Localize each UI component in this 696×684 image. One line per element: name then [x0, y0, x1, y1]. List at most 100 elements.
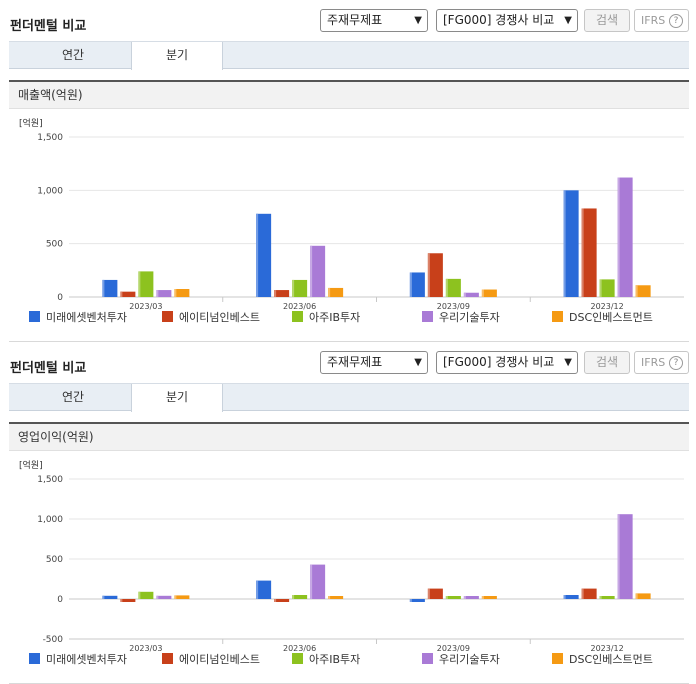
legend-label[interactable]: 에이티넘인베스트 — [179, 311, 260, 324]
help-icon: ? — [669, 356, 683, 370]
chevron-down-icon: ▼ — [414, 15, 422, 26]
legend-swatch — [422, 653, 433, 664]
bar[interactable] — [274, 290, 290, 297]
legend-label[interactable]: DSC인베스트먼트 — [569, 311, 653, 324]
legend-label[interactable]: 아주IB투자 — [309, 653, 360, 666]
x-tick-label: 2023/09 — [437, 302, 470, 311]
bar[interactable] — [310, 564, 326, 599]
bar-highlight — [427, 253, 430, 297]
tab-annual[interactable]: 연간 — [61, 48, 85, 62]
bar[interactable] — [328, 287, 344, 297]
bar[interactable] — [481, 596, 497, 599]
compare-select[interactable]: [FG000] 경쟁사 비교 ▼ — [436, 351, 578, 374]
chevron-down-icon: ▼ — [414, 357, 422, 368]
tab-annual[interactable]: 연간 — [61, 390, 85, 404]
bar[interactable] — [563, 595, 579, 599]
bar[interactable] — [102, 595, 118, 599]
bar-highlight — [138, 271, 141, 297]
y-tick-label: 0 — [57, 595, 63, 605]
tab-quarterly[interactable]: 분기 — [131, 42, 223, 70]
legend-label[interactable]: 미래에셋벤처투자 — [46, 653, 127, 666]
bar[interactable] — [174, 595, 190, 599]
bar-highlight — [481, 596, 484, 599]
period-tabs: 연간 분기 — [9, 41, 689, 70]
bar-highlight — [174, 595, 177, 599]
bar-highlight — [120, 599, 123, 602]
bar-highlight — [102, 595, 105, 599]
legend-swatch — [552, 653, 563, 664]
legend-label[interactable]: 우리기술투자 — [439, 311, 500, 324]
bar[interactable] — [156, 595, 172, 599]
ifrs-button[interactable]: IFRS ? — [634, 351, 689, 374]
x-tick-label: 2023/12 — [591, 302, 624, 311]
y-tick-label: 500 — [46, 555, 63, 565]
bar[interactable] — [256, 580, 272, 599]
bar[interactable] — [292, 279, 308, 297]
y-tick-label: 1,500 — [37, 475, 63, 485]
bar-highlight — [120, 291, 123, 297]
bar-highlight — [256, 580, 259, 599]
legend-swatch — [292, 653, 303, 664]
legend-swatch — [162, 653, 173, 664]
bar-highlight — [409, 272, 412, 297]
bar[interactable] — [481, 289, 497, 297]
legend-label[interactable]: 우리기술투자 — [439, 653, 500, 666]
bar[interactable] — [445, 278, 461, 297]
x-tick-label: 2023/06 — [283, 644, 316, 653]
bar-highlight — [617, 177, 620, 297]
bar[interactable] — [409, 272, 425, 297]
bar[interactable] — [292, 595, 308, 599]
bar-highlight — [563, 595, 566, 599]
statement-select[interactable]: 주재무제표 ▼ — [320, 351, 428, 374]
search-button[interactable]: 검색 — [584, 351, 630, 374]
bar[interactable] — [427, 588, 443, 599]
bar[interactable] — [138, 591, 154, 599]
bar-highlight — [599, 279, 602, 297]
legend-swatch — [162, 311, 173, 322]
bar-highlight — [581, 208, 584, 297]
bar[interactable] — [427, 253, 443, 297]
compare-select[interactable]: [FG000] 경쟁사 비교 ▼ — [436, 9, 578, 32]
bar[interactable] — [328, 596, 344, 599]
legend-label[interactable]: DSC인베스트먼트 — [569, 653, 653, 666]
bar[interactable] — [138, 271, 154, 297]
bar[interactable] — [102, 279, 118, 297]
bar[interactable] — [174, 289, 190, 297]
bar[interactable] — [617, 177, 633, 297]
bar-highlight — [274, 599, 277, 602]
bar[interactable] — [274, 599, 290, 602]
legend-label[interactable]: 에이티넘인베스트 — [179, 653, 260, 666]
chart-title: 영업이익(억원) — [9, 422, 689, 451]
legend-swatch — [552, 311, 563, 322]
bar[interactable] — [445, 596, 461, 599]
bar-highlight — [292, 279, 295, 297]
bar[interactable] — [581, 208, 597, 297]
bar-highlight — [635, 285, 638, 297]
ifrs-button[interactable]: IFRS ? — [634, 9, 689, 32]
search-button[interactable]: 검색 — [584, 9, 630, 32]
bar[interactable] — [120, 599, 136, 602]
bar[interactable] — [599, 279, 615, 297]
bar[interactable] — [256, 213, 272, 297]
legend-label[interactable]: 아주IB투자 — [309, 311, 360, 324]
bar[interactable] — [409, 599, 425, 602]
bar[interactable] — [120, 291, 136, 297]
statement-select[interactable]: 주재무제표 ▼ — [320, 9, 428, 32]
y-tick-label: 1,000 — [37, 186, 63, 196]
bar[interactable] — [310, 245, 326, 297]
legend-label[interactable]: 미래에셋벤처투자 — [46, 311, 127, 324]
bar-highlight — [138, 591, 141, 599]
bar[interactable] — [581, 588, 597, 599]
y-tick-label: -500 — [43, 635, 64, 645]
bar[interactable] — [635, 593, 651, 599]
bar[interactable] — [635, 285, 651, 297]
bar[interactable] — [563, 190, 579, 297]
statement-select-value: 주재무제표 — [327, 13, 383, 27]
bar[interactable] — [463, 292, 479, 297]
tab-quarterly[interactable]: 분기 — [131, 384, 223, 412]
bar-highlight — [292, 595, 295, 599]
bar[interactable] — [617, 514, 633, 599]
bar[interactable] — [463, 596, 479, 599]
bar[interactable] — [599, 596, 615, 599]
bar[interactable] — [156, 290, 172, 297]
